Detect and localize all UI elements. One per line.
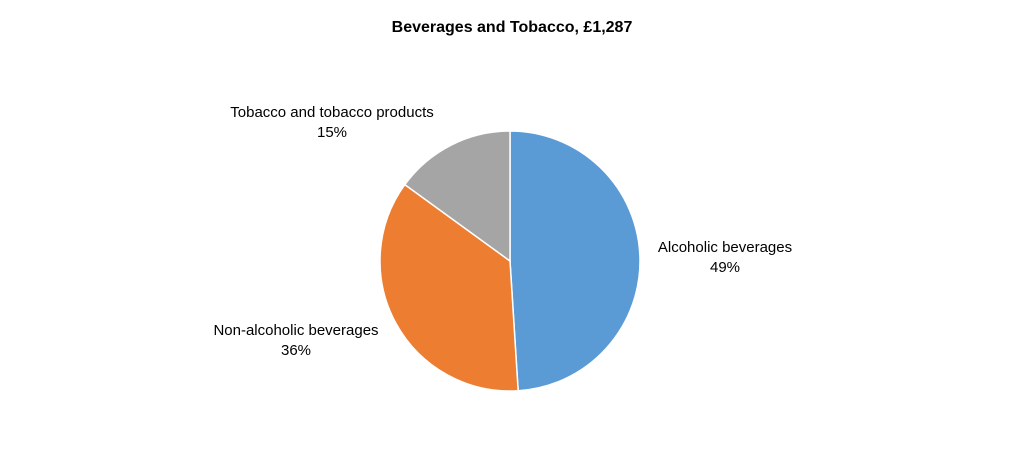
slice-label-value: 49%: [710, 259, 740, 276]
slice-label-value: 15%: [317, 124, 347, 141]
pie-slices: [379, 130, 641, 392]
pie-labels: Alcoholic beverages 49% Non-alcoholic beve…: [213, 104, 792, 359]
pie-slice-non-alcoholic-beverages: [379, 183, 519, 392]
slice-label-value: 36%: [281, 342, 311, 359]
pie-slice-alcoholic-beverages: [509, 130, 641, 392]
slice-label-name: Tobacco and tobacco products: [230, 104, 433, 121]
slice-label-name: Non-alcoholic beverages: [213, 322, 378, 339]
chart-title: Beverages and Tobacco, £1,287: [392, 19, 633, 36]
slice-label-name: Alcoholic beverages: [658, 239, 792, 256]
pie-slice-tobacco-and-tobacco-products: [403, 130, 511, 263]
